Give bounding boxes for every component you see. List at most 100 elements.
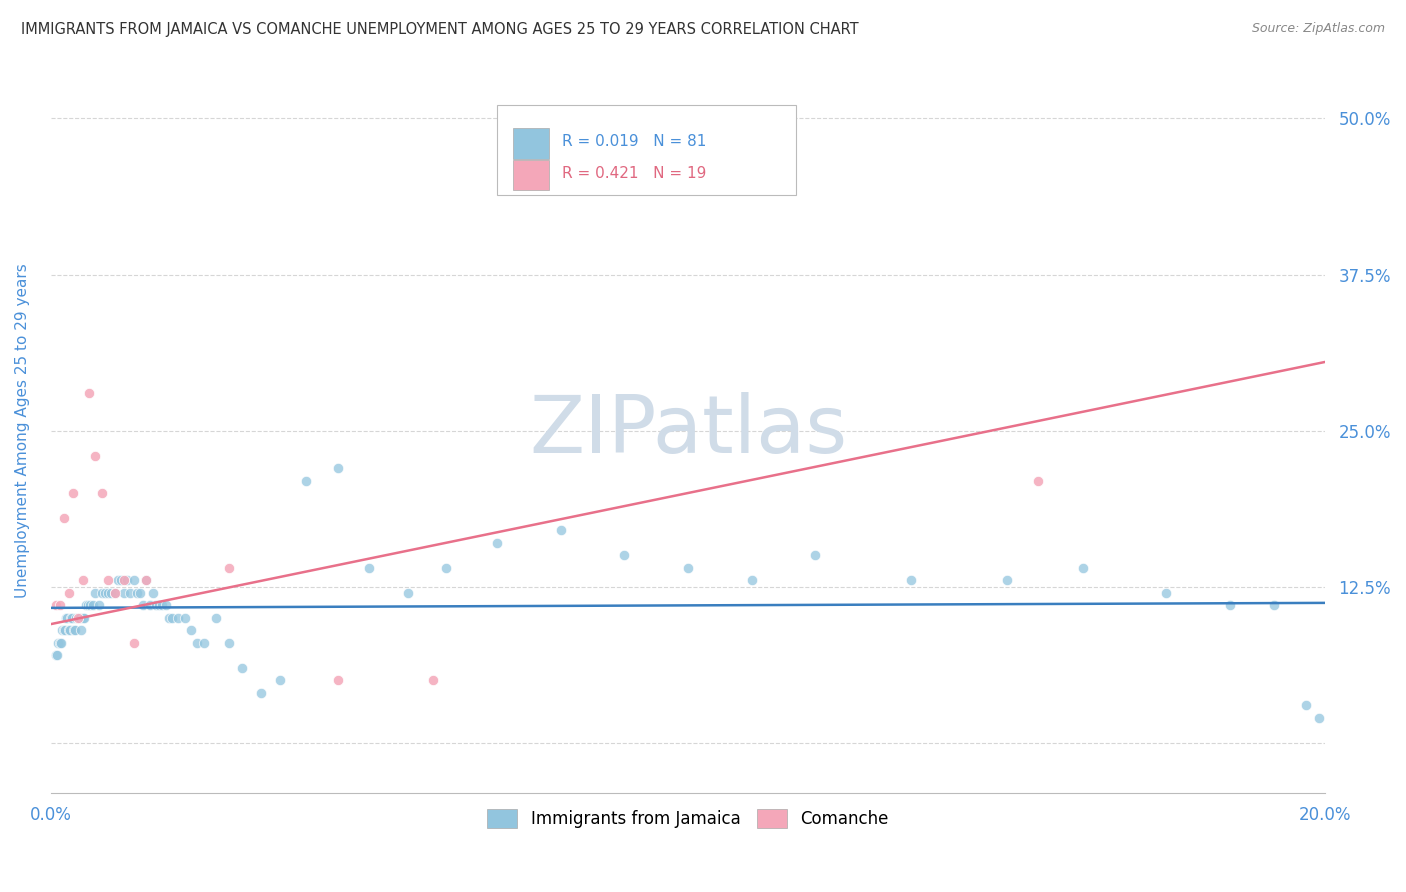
Point — [359, 561, 381, 575]
Point — [76, 599, 98, 613]
Point — [90, 486, 112, 500]
Text: Source: ZipAtlas.com: Source: ZipAtlas.com — [1251, 22, 1385, 36]
Point — [79, 599, 101, 613]
Point — [110, 574, 132, 588]
Point — [1071, 561, 1094, 575]
Point — [51, 624, 73, 638]
Point — [326, 673, 349, 688]
Point — [142, 586, 165, 600]
Point — [100, 586, 122, 600]
Point — [173, 611, 195, 625]
Point — [46, 648, 69, 663]
Point — [900, 574, 922, 588]
Text: ZIPatlas: ZIPatlas — [529, 392, 846, 469]
Point — [112, 574, 135, 588]
Point — [66, 611, 89, 625]
Point — [82, 599, 104, 613]
Point — [138, 599, 160, 613]
Point — [49, 636, 72, 650]
Point — [117, 574, 139, 588]
Point — [231, 661, 253, 675]
Point — [58, 624, 80, 638]
Point — [995, 574, 1018, 588]
Point — [94, 586, 117, 600]
Point — [63, 624, 86, 638]
Point — [148, 599, 170, 613]
Point — [434, 561, 457, 575]
Point — [66, 611, 89, 625]
Point — [193, 636, 215, 650]
Point — [67, 611, 90, 625]
Point — [75, 599, 97, 613]
Point — [84, 586, 107, 600]
Point — [52, 511, 75, 525]
Point — [49, 599, 72, 613]
Point — [59, 624, 82, 638]
Point — [77, 386, 100, 401]
Point — [103, 586, 125, 600]
Point — [65, 611, 87, 625]
Point — [150, 599, 173, 613]
Point — [422, 673, 444, 688]
Point — [70, 624, 93, 638]
Point — [48, 636, 70, 650]
Point — [120, 586, 142, 600]
Point — [218, 636, 240, 650]
Point — [55, 611, 77, 625]
Point — [90, 586, 112, 600]
Point — [87, 599, 110, 613]
Point — [145, 599, 167, 613]
Point — [122, 636, 145, 650]
Point — [84, 449, 107, 463]
Point — [186, 636, 208, 650]
Point — [72, 611, 94, 625]
Point — [58, 586, 80, 600]
Point — [69, 611, 91, 625]
Point — [550, 524, 572, 538]
Point — [135, 574, 157, 588]
Point — [250, 686, 273, 700]
Point — [129, 586, 152, 600]
Point — [180, 624, 202, 638]
Point — [205, 611, 228, 625]
Point — [103, 586, 125, 600]
Point — [62, 611, 84, 625]
FancyBboxPatch shape — [513, 160, 550, 190]
Point — [167, 611, 190, 625]
Point — [97, 574, 120, 588]
Point — [125, 586, 148, 600]
Point — [122, 574, 145, 588]
Point — [613, 549, 636, 563]
Point — [132, 599, 155, 613]
Point — [1295, 698, 1317, 713]
Point — [53, 624, 76, 638]
FancyBboxPatch shape — [513, 128, 550, 159]
Point — [326, 461, 349, 475]
Point — [62, 624, 84, 638]
Point — [112, 586, 135, 600]
Point — [72, 574, 94, 588]
Text: R = 0.421   N = 19: R = 0.421 N = 19 — [562, 166, 706, 181]
Point — [804, 549, 827, 563]
Point — [218, 561, 240, 575]
Point — [676, 561, 699, 575]
Point — [1263, 599, 1285, 613]
Point — [107, 574, 129, 588]
Legend: Immigrants from Jamaica, Comanche: Immigrants from Jamaica, Comanche — [481, 803, 896, 835]
Point — [45, 599, 67, 613]
Point — [60, 611, 83, 625]
Point — [396, 586, 419, 600]
Point — [135, 574, 157, 588]
Point — [155, 599, 177, 613]
Point — [1028, 474, 1050, 488]
Point — [1308, 711, 1330, 725]
Point — [56, 611, 79, 625]
Point — [73, 611, 96, 625]
Point — [294, 474, 316, 488]
Y-axis label: Unemployment Among Ages 25 to 29 years: Unemployment Among Ages 25 to 29 years — [15, 263, 30, 598]
Point — [485, 536, 508, 550]
Point — [45, 648, 67, 663]
Point — [48, 636, 70, 650]
Text: IMMIGRANTS FROM JAMAICA VS COMANCHE UNEMPLOYMENT AMONG AGES 25 TO 29 YEARS CORRE: IMMIGRANTS FROM JAMAICA VS COMANCHE UNEM… — [21, 22, 859, 37]
Point — [52, 624, 75, 638]
